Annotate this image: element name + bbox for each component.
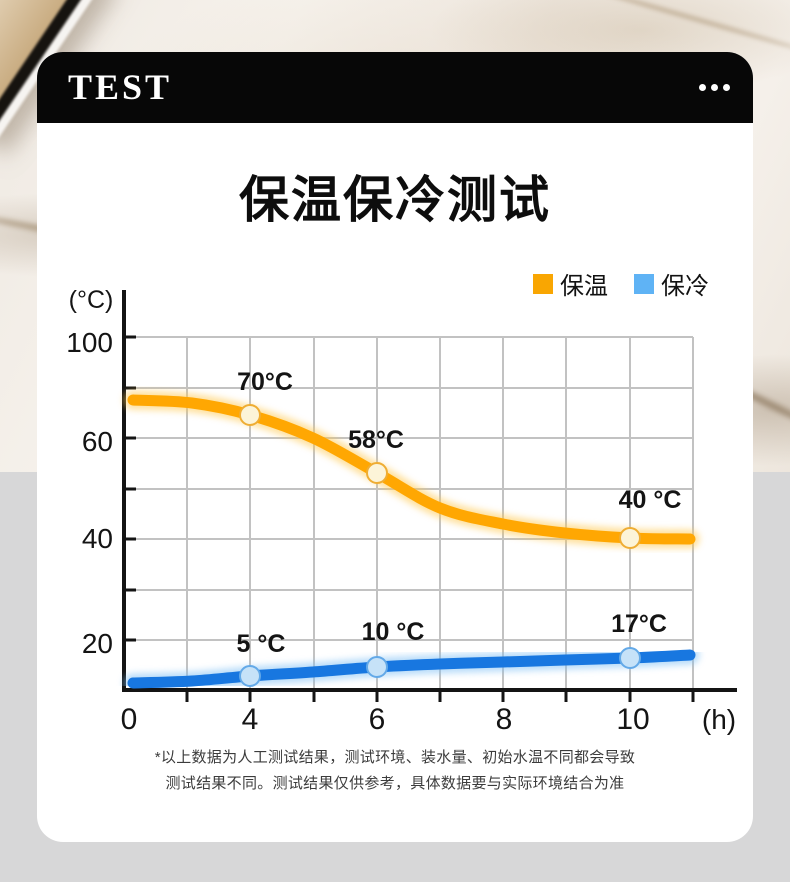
series-warm-value-label: 70°C xyxy=(237,368,293,396)
y-tick-label: 40 xyxy=(82,523,113,554)
series-warm-marker xyxy=(239,404,261,426)
legend-swatch-warm-icon xyxy=(533,273,553,294)
footnote: *以上数据为人工测试结果，测试环境、装水量、初始水温不同都会导致 测试结果不同。… xyxy=(37,745,753,797)
legend-swatch-cold-icon xyxy=(634,273,654,294)
series-cold-value-label: 10 °C xyxy=(362,618,425,646)
y-tick-label: 60 xyxy=(82,426,113,457)
content-card: TEST 保温保冷测试 保温 保冷 100 60 40 20 0 4 6 8 10 (°C) (h)… xyxy=(37,52,753,842)
x-tick-label: 8 xyxy=(496,703,513,736)
card-header: TEST xyxy=(37,52,753,123)
series-warm-line xyxy=(127,394,696,545)
series-warm-value-label: 40 °C xyxy=(619,486,682,514)
series-warm-glow xyxy=(123,390,700,549)
x-tick-label: 0 xyxy=(121,703,138,736)
legend-item-warm: 保温 xyxy=(533,266,608,301)
series-cold-value-label: 5 °C xyxy=(237,630,286,658)
marble-vein xyxy=(564,0,790,53)
chart-title: 保温保冷测试 xyxy=(239,172,551,228)
series-cold-marker xyxy=(366,656,388,678)
series-cold-marker xyxy=(239,665,261,687)
series-cold-line xyxy=(127,649,696,689)
temperature-line-chart: 100 60 40 20 0 4 6 8 10 (°C) (h) 70°C 58°C 40 °C 5 °C 1… xyxy=(66,286,737,736)
legend-label-warm: 保温 xyxy=(560,273,608,300)
legend-label-cold: 保冷 xyxy=(661,273,709,300)
brand-title: TEST xyxy=(68,67,173,107)
chart-legend: 保温 保冷 xyxy=(533,266,709,301)
series-cold-marker xyxy=(619,647,641,669)
x-tick-label: 4 xyxy=(242,703,259,736)
more-dots-icon[interactable] xyxy=(699,84,730,91)
footnote-line2: 测试结果不同。测试结果仅供参考，具体数据要与实际环境结合为准 xyxy=(165,775,625,792)
footnote-line1: *以上数据为人工测试结果，测试环境、装水量、初始水温不同都会导致 xyxy=(154,749,636,766)
legend-item-cold: 保冷 xyxy=(634,266,709,301)
y-tick-label: 100 xyxy=(66,327,113,358)
x-axis-unit-label: (h) xyxy=(702,704,736,735)
y-tick-label: 20 xyxy=(82,628,113,659)
series-warm-marker xyxy=(619,527,641,549)
series-warm-value-label: 58°C xyxy=(348,426,404,454)
series-cold-value-label: 17°C xyxy=(611,610,667,638)
x-tick-label: 6 xyxy=(369,703,386,736)
series-warm-marker xyxy=(366,462,388,484)
y-axis-unit-label: (°C) xyxy=(69,286,114,314)
x-tick-label: 10 xyxy=(616,703,649,736)
